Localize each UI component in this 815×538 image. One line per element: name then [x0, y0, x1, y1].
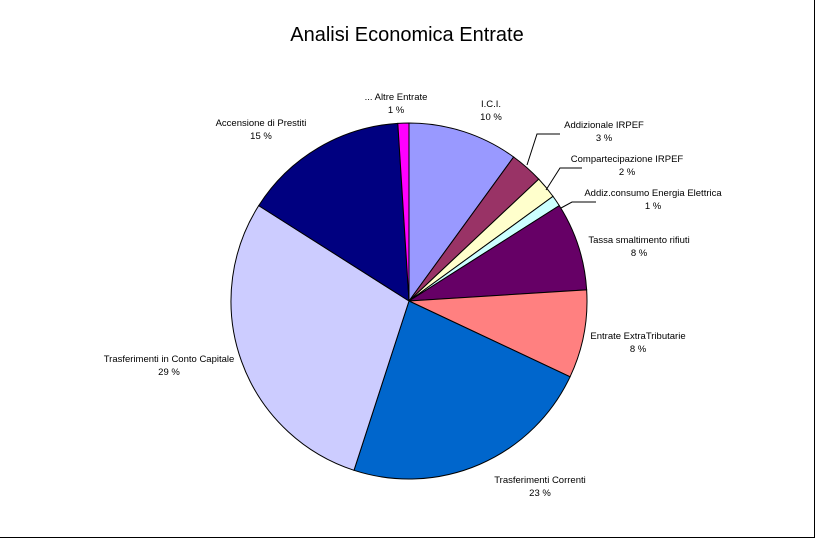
slice-label-percent-1: 3 % — [596, 133, 613, 144]
chart-title: Analisi Economica Entrate — [290, 24, 523, 46]
slice-label-name-6: Trasferimenti Correnti — [494, 475, 586, 486]
slice-label-percent-5: 8 % — [630, 344, 647, 355]
pie-slice-9 — [397, 122, 410, 302]
pie-slice-7 — [230, 204, 410, 471]
slice-label-name-1: Addizionale IRPEF — [564, 120, 644, 131]
pie-slice-4 — [408, 204, 588, 302]
leader-line-2 — [545, 167, 582, 191]
slice-labels: I.C.I. 10 % Addizionale IRPEF 3 % Comparteci… — [104, 92, 723, 499]
slice-label-percent-0: 10 % — [480, 112, 502, 123]
pie-slice-5 — [408, 289, 588, 378]
slice-label-name-3: Addiz.consumo Energia Elettrica — [584, 188, 722, 199]
leader-line-1 — [526, 133, 560, 166]
slice-label-name-5: Entrate ExtraTributarie — [590, 331, 685, 342]
slice-label-percent-2: 2 % — [619, 167, 636, 178]
slice-label-percent-3: 1 % — [645, 201, 662, 212]
leader-lines — [526, 133, 596, 209]
slice-label-name-2: Compartecipazione IRPEF — [571, 154, 684, 165]
slice-label-name-8: Accensione di Prestiti — [216, 118, 307, 129]
slice-label-percent-6: 23 % — [529, 488, 551, 499]
pie-slice-0 — [408, 122, 515, 303]
slice-label-percent-9: 1 % — [388, 105, 405, 116]
pie-slices — [230, 122, 588, 480]
pie-slice-6 — [353, 300, 571, 480]
pie-slice-8 — [258, 122, 410, 302]
slice-label-name-0: I.C.I. — [481, 99, 501, 110]
slice-label-percent-4: 8 % — [631, 248, 648, 259]
slice-label-percent-8: 15 % — [250, 131, 272, 142]
slice-label-name-4: Tassa smaltimento rifiuti — [588, 235, 689, 246]
slice-label-percent-7: 29 % — [158, 367, 180, 378]
slice-label-name-9: ... Altre Entrate — [365, 92, 428, 103]
leader-line-3 — [560, 201, 596, 209]
slice-label-name-7: Trasferimenti in Conto Capitale — [104, 354, 235, 365]
